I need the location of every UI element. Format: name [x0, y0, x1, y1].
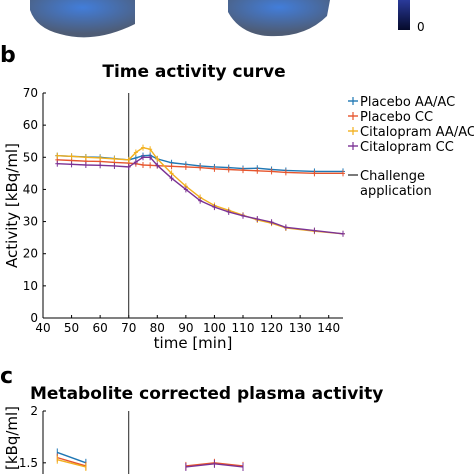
y-axis-label-c: [kBq/ml] — [3, 406, 21, 470]
colorbar-min-label: 0 — [417, 20, 425, 34]
panel-letter-b: b — [0, 43, 16, 68]
x-tick-label: 80 — [150, 321, 165, 335]
legend-item-challenge: application — [360, 184, 432, 199]
y-tick-label: 0 — [30, 311, 38, 325]
plot-area-b: 40 50 60 70 80 90 100 110 120 130 140 0 10 20 30 40 50 60… — [3, 86, 345, 352]
brain-image-left — [30, 0, 135, 38]
x-tick-label: 70 — [121, 321, 136, 335]
y-tick-label: 20 — [23, 247, 38, 261]
x-tick-label: 90 — [178, 321, 193, 335]
y-tick-label: 60 — [23, 118, 38, 132]
y-tick-label: 40 — [23, 182, 38, 196]
y-tick-label-c: 2 — [30, 404, 38, 418]
colorbar — [398, 0, 410, 30]
y-tick-label: 50 — [23, 150, 38, 164]
y-tick-label: 10 — [23, 279, 38, 293]
chart-title-b: Time activity curve — [102, 62, 285, 82]
x-tick-label: 140 — [317, 321, 340, 335]
y-tick-label: 30 — [23, 215, 38, 229]
legend-item: Citalopram AA/AC — [360, 125, 474, 140]
x-tick-label: 50 — [64, 321, 79, 335]
brain-image-right — [228, 0, 330, 37]
legend-item: Placebo CC — [360, 110, 433, 125]
plot-area-c: 2 1.5[kBq/ml] — [3, 404, 244, 474]
x-tick-label: 120 — [260, 321, 283, 335]
series-line-c — [57, 459, 87, 468]
x-axis-label: time [min] — [154, 334, 233, 352]
x-tick-label: 130 — [289, 321, 312, 335]
chart-title-c: Metabolite corrected plasma activity — [30, 384, 383, 404]
legend-item: Placebo AA/AC — [360, 95, 455, 110]
y-tick-label-c: 1.5 — [19, 456, 38, 470]
series-line-c — [57, 451, 87, 464]
x-tick-label: 100 — [203, 321, 226, 335]
legend-item-challenge: Challenge — [360, 169, 425, 184]
y-axis-label: Activity [kBq/ml] — [3, 143, 21, 268]
y-tick-label: 70 — [23, 86, 38, 100]
series-line-c — [57, 456, 87, 467]
x-tick-label: 60 — [93, 321, 108, 335]
x-tick-label: 110 — [232, 321, 255, 335]
x-tick-label: 40 — [35, 321, 50, 335]
panel-letter-c: c — [0, 364, 13, 389]
legend-item: Citalopram CC — [360, 140, 454, 155]
